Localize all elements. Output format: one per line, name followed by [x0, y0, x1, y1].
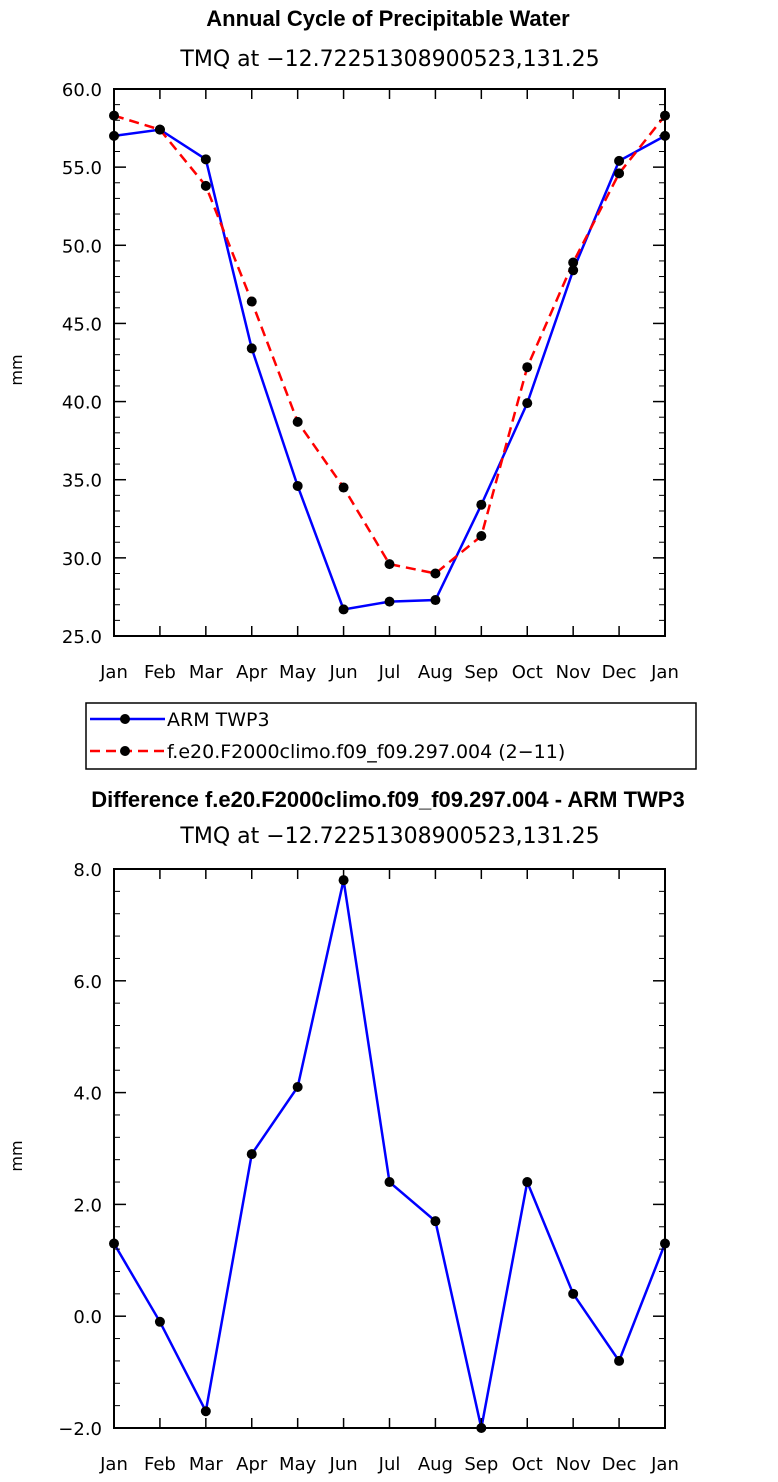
x-tick-label: Mar — [189, 662, 224, 683]
x-tick-label: Nov — [556, 662, 591, 683]
data-point — [338, 875, 349, 886]
x-tick-label: Apr — [236, 1454, 268, 1475]
data-point — [522, 362, 533, 373]
x-tick-label: Dec — [602, 662, 637, 683]
chart-title: Annual Cycle of Precipitable Water — [206, 6, 570, 31]
x-tick-label: Oct — [512, 662, 543, 683]
plot-frame — [113, 868, 666, 1429]
y-tick-label: 30.0 — [62, 549, 102, 570]
y-axis-label: mm — [7, 1140, 26, 1171]
data-point — [338, 482, 349, 493]
data-point — [430, 595, 441, 606]
x-tick-label: Jan — [99, 662, 128, 683]
data-point — [568, 1288, 579, 1299]
chart-difference: Difference f.e20.F2000climo.f09_f09.297.… — [7, 787, 685, 1475]
chart-title: Difference f.e20.F2000climo.f09_f09.297.… — [91, 787, 684, 812]
data-point — [430, 568, 441, 579]
y-tick-label: 2.0 — [73, 1195, 102, 1216]
data-point — [384, 559, 395, 570]
data-point — [384, 1177, 395, 1188]
series-line — [113, 128, 666, 611]
x-tick-label: Feb — [144, 662, 176, 683]
data-point — [614, 155, 625, 166]
y-tick-label: 4.0 — [73, 1084, 102, 1105]
x-tick-label: Feb — [144, 1454, 176, 1475]
y-tick-label: 0.0 — [73, 1307, 102, 1328]
x-tick-label: Jun — [329, 662, 358, 683]
legend-label-arm: ARM TWP3 — [167, 709, 270, 731]
x-tick-label: Jan — [650, 662, 679, 683]
y-tick-label: 6.0 — [73, 972, 102, 993]
data-point — [292, 1082, 303, 1093]
x-tick-label: Sep — [464, 662, 498, 683]
legend-marker-model — [120, 746, 130, 756]
x-tick-label: Mar — [189, 1454, 224, 1475]
legend-box — [85, 702, 697, 770]
legend: ARM TWP3 f.e20.F2000climo.f09_f09.297.00… — [85, 702, 697, 770]
y-axis-label: mm — [7, 354, 26, 385]
data-point — [154, 124, 165, 135]
data-point — [522, 1177, 533, 1188]
x-tick-label: Aug — [418, 662, 453, 683]
legend-marker-arm — [120, 714, 130, 724]
x-tick-label: Jul — [378, 662, 401, 683]
y-tick-label: 8.0 — [73, 860, 102, 881]
y-tick-label: 45.0 — [62, 314, 102, 335]
x-tick-label: May — [279, 662, 317, 683]
data-point — [200, 1406, 211, 1417]
x-tick-label: Nov — [556, 1454, 591, 1475]
y-tick-label: 25.0 — [62, 627, 102, 648]
x-tick-label: Jun — [329, 1454, 358, 1475]
data-point — [614, 1355, 625, 1366]
data-point — [384, 596, 395, 607]
data-point — [568, 257, 579, 268]
x-tick-label: Oct — [512, 1454, 543, 1475]
data-point — [154, 1316, 165, 1327]
data-point — [246, 1149, 257, 1160]
data-point — [292, 480, 303, 491]
chart-subtitle: TMQ at −12.72251308900523,131.25 — [179, 824, 599, 849]
x-tick-label: Sep — [464, 1454, 498, 1475]
y-tick-label: 50.0 — [62, 236, 102, 257]
data-point — [568, 265, 579, 276]
plot-frame — [113, 88, 666, 637]
x-tick-label: May — [279, 1454, 317, 1475]
series-line — [113, 114, 666, 575]
x-tick-label: Jan — [650, 1454, 679, 1475]
data-point — [246, 296, 257, 307]
y-tick-label: 35.0 — [62, 471, 102, 492]
data-point — [246, 343, 257, 354]
x-tick-label: Jan — [99, 1454, 128, 1475]
y-tick-label: 40.0 — [62, 393, 102, 414]
data-point — [200, 180, 211, 191]
x-tick-label: Apr — [236, 662, 268, 683]
x-tick-label: Aug — [418, 1454, 453, 1475]
y-tick-label: 55.0 — [62, 158, 102, 179]
data-point — [200, 154, 211, 165]
chart-subtitle: TMQ at −12.72251308900523,131.25 — [179, 47, 599, 72]
data-point — [476, 530, 487, 541]
data-point — [430, 1216, 441, 1227]
data-point — [292, 416, 303, 427]
y-tick-label: 60.0 — [62, 80, 102, 101]
data-point — [614, 168, 625, 179]
series-line — [112, 879, 667, 1429]
chart-annual-cycle: Annual Cycle of Precipitable Water TMQ a… — [7, 6, 697, 770]
x-tick-label: Dec — [602, 1454, 637, 1475]
x-tick-label: Jul — [378, 1454, 401, 1475]
y-tick-label: −2.0 — [58, 1419, 102, 1440]
data-point — [476, 499, 487, 510]
data-point — [522, 398, 533, 409]
data-point — [338, 604, 349, 615]
legend-label-model: f.e20.F2000climo.f09_f09.297.004 (2−11) — [167, 741, 565, 763]
